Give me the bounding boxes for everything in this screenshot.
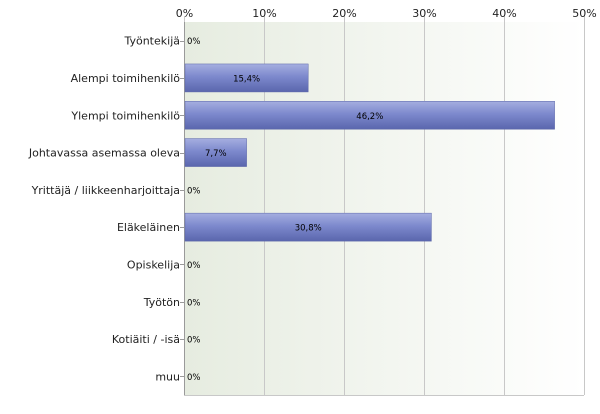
category-label: Opiskelija xyxy=(127,258,180,271)
bar xyxy=(184,63,309,93)
bar xyxy=(184,212,432,242)
x-tick-label: 20% xyxy=(332,7,356,20)
bar-value-label: 0% xyxy=(187,336,201,346)
x-tick-label: 30% xyxy=(412,7,436,20)
bar-value-label: 46,2% xyxy=(356,112,383,122)
bar-value-label: 0% xyxy=(187,373,201,383)
bar-value-label: 0% xyxy=(187,298,201,308)
category-label: Eläkeläinen xyxy=(117,221,180,234)
bar-value-label: 7,7% xyxy=(205,149,227,159)
x-tick-label: 50% xyxy=(572,7,596,20)
bar xyxy=(184,101,555,130)
bar-value-label: 0% xyxy=(187,261,201,271)
bar-value-label: 0% xyxy=(187,186,201,196)
category-label: Ylempi toimihenkilö xyxy=(70,109,180,122)
x-tick-label: 0% xyxy=(176,7,193,20)
category-label: Työntekijä xyxy=(123,35,180,48)
category-label: Johtavassa asemassa oleva xyxy=(28,147,180,160)
bar xyxy=(184,138,247,167)
category-label: muu xyxy=(155,370,180,383)
x-tick-label: 10% xyxy=(252,7,276,20)
category-label: Alempi toimihenkilö xyxy=(71,72,181,85)
category-label: Työtön xyxy=(143,296,180,309)
category-label: Yrittäjä / liikkeenharjoittaja xyxy=(31,184,180,197)
bar-value-label: 0% xyxy=(187,37,201,47)
bar-value-label: 15,4% xyxy=(233,74,260,84)
x-tick-label: 40% xyxy=(492,7,516,20)
bar-value-label: 30,8% xyxy=(295,224,322,234)
category-label: Kotiäiti / -isä xyxy=(112,333,180,346)
